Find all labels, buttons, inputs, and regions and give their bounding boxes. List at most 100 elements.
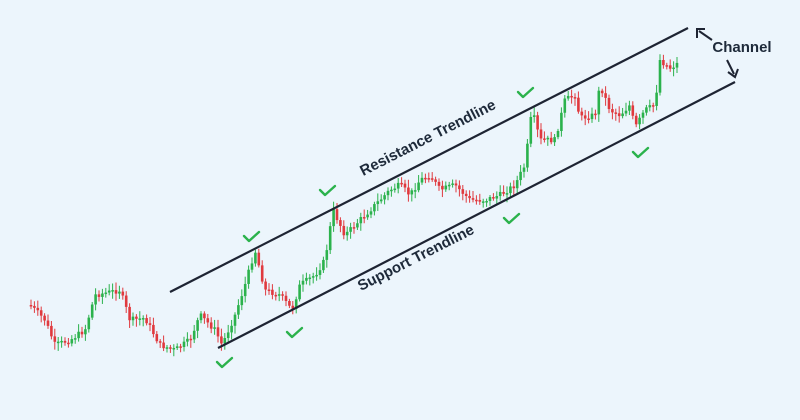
candle-body xyxy=(148,323,152,325)
candle-body xyxy=(553,137,556,143)
candle-body xyxy=(393,188,397,191)
candle-body xyxy=(403,183,407,188)
candle-body xyxy=(325,250,329,260)
candle-body xyxy=(590,113,594,120)
candle-body xyxy=(352,227,356,229)
candle-body xyxy=(471,198,475,200)
candle-body xyxy=(29,305,33,307)
candle-body xyxy=(349,227,352,232)
candle-body xyxy=(447,184,451,187)
candle-body xyxy=(298,284,301,300)
candle-body xyxy=(359,217,363,224)
candle-body xyxy=(512,186,516,189)
candle-body xyxy=(665,65,669,67)
candle-body xyxy=(87,317,91,330)
candle-body xyxy=(121,291,125,296)
candle-body xyxy=(481,201,485,203)
candle-body xyxy=(509,186,512,194)
candle-body xyxy=(192,330,196,340)
candle-body xyxy=(668,65,672,69)
candle-body xyxy=(243,283,247,297)
candle-body xyxy=(77,331,80,339)
candle-body xyxy=(560,112,563,131)
candle-body xyxy=(50,325,53,337)
candle-body xyxy=(536,115,539,130)
candle-body xyxy=(277,294,281,296)
candle-body xyxy=(600,90,604,94)
candle-body xyxy=(417,182,420,191)
candle-body xyxy=(356,223,359,228)
candle-body xyxy=(444,185,448,190)
candle-body xyxy=(505,193,509,195)
candle-body xyxy=(318,270,322,275)
candle-body xyxy=(128,306,131,321)
candle-body xyxy=(420,177,424,183)
candle-body xyxy=(641,112,645,118)
candle-body xyxy=(186,338,189,342)
checkmark xyxy=(502,212,521,225)
candle-body xyxy=(294,299,298,309)
candle-body xyxy=(519,171,522,181)
candle-body xyxy=(213,327,216,329)
candle-body xyxy=(573,97,577,99)
candle-body xyxy=(226,332,230,339)
candle-body xyxy=(441,185,444,190)
candle-body xyxy=(458,185,461,190)
checkmark xyxy=(516,86,535,99)
candle-body xyxy=(281,294,284,296)
candle-body xyxy=(614,112,618,114)
candle-body xyxy=(322,259,325,271)
candle-body xyxy=(33,305,36,308)
candle-body xyxy=(118,291,121,294)
candle-body xyxy=(413,190,417,192)
candle-body xyxy=(328,226,332,251)
candle-body xyxy=(427,178,431,180)
candle-body xyxy=(645,107,648,113)
checkmark xyxy=(215,356,234,369)
candle-body xyxy=(587,118,590,121)
candle-body xyxy=(284,295,288,302)
candle-body xyxy=(230,325,233,333)
candle-body xyxy=(101,293,104,297)
candle-body xyxy=(634,115,638,125)
candle-body xyxy=(498,191,502,197)
candle-body xyxy=(250,263,254,270)
candle-body xyxy=(658,60,662,93)
candle-body xyxy=(485,201,488,203)
candle-body xyxy=(648,105,652,108)
channel-label: Channel xyxy=(712,39,771,56)
candle-body xyxy=(373,204,376,212)
candle-body xyxy=(369,211,373,215)
candle-body xyxy=(152,324,155,335)
candle-body xyxy=(515,180,519,189)
candle-body xyxy=(570,95,573,98)
resistance-line xyxy=(169,27,689,293)
candle-body xyxy=(522,167,526,172)
candle-body xyxy=(94,294,97,305)
candle-body xyxy=(138,318,142,320)
candle-body xyxy=(597,90,601,115)
candle-body xyxy=(577,97,580,112)
candle-body xyxy=(274,294,278,297)
candle-body xyxy=(203,313,206,319)
candle-body xyxy=(43,315,46,321)
candle-body xyxy=(158,341,162,343)
candle-body xyxy=(495,196,499,199)
candle-body xyxy=(46,320,50,326)
candle-body xyxy=(628,105,631,111)
candle-body xyxy=(155,334,159,342)
candle-body xyxy=(366,214,369,218)
candle-body xyxy=(437,181,441,186)
candle-body xyxy=(621,113,624,117)
candle-body xyxy=(556,130,560,138)
candle-body xyxy=(267,289,271,292)
candle-body xyxy=(339,220,342,226)
candle-body xyxy=(209,322,213,329)
candle-body xyxy=(63,340,67,343)
candle-body xyxy=(539,129,543,139)
checkmark xyxy=(318,184,337,197)
candle-body xyxy=(546,137,550,140)
support-line xyxy=(217,81,736,349)
